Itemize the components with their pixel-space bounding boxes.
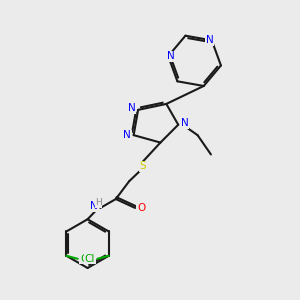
Text: N: N [167, 51, 175, 61]
Text: H: H [95, 198, 102, 207]
Text: O: O [137, 203, 145, 213]
Text: Cl: Cl [85, 254, 95, 264]
Text: Cl: Cl [80, 254, 90, 264]
Text: N: N [181, 118, 189, 128]
Text: N: N [90, 202, 98, 212]
Text: N: N [206, 35, 213, 45]
Text: S: S [139, 161, 146, 171]
Text: N: N [123, 130, 131, 140]
Text: N: N [128, 103, 135, 113]
